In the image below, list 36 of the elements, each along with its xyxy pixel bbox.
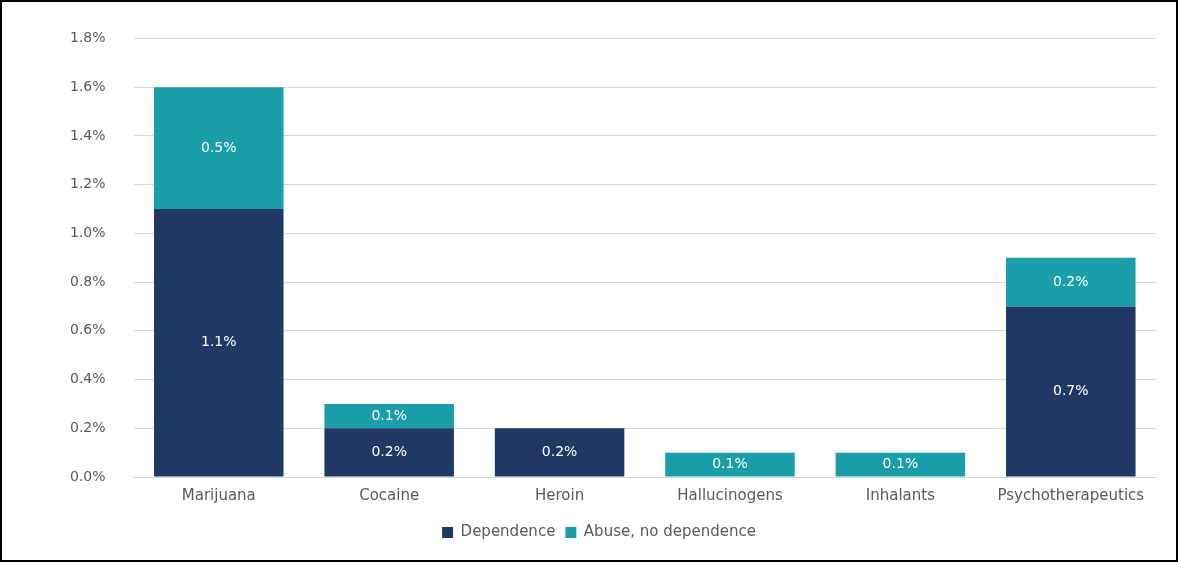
bar [494,428,625,477]
bar [154,87,284,209]
data-label: 0.2% [541,443,578,460]
y-tick-label: 1.0% [69,223,106,240]
x-tick-label: Marijuana [181,485,256,504]
x-tick-label: Psychotherapeutics [997,485,1145,504]
y-tick-label: 1.4% [69,126,106,143]
bar [154,208,284,477]
data-label: 0.2% [1053,272,1089,289]
bar [324,428,454,477]
x-tick-label: Hallucinogens [677,485,783,504]
y-tick-label: 0.2% [69,418,106,435]
bar [324,403,454,429]
data-label: 1.1% [200,333,237,350]
bar [835,452,966,477]
legend-label: Dependence [460,522,556,541]
data-label: 0.2% [371,443,407,460]
y-tick-label: 1.6% [69,77,106,94]
bar [1006,306,1136,477]
y-tick-label: 0.8% [69,272,106,289]
x-tick-label: Heroin [534,485,585,504]
x-tick-label: Cocaine [359,485,420,504]
data-label: 0.1% [371,406,407,423]
bar [1006,257,1136,307]
y-tick-label: 0.0% [69,467,106,484]
x-tick-label: Inhalants [865,485,936,504]
data-label: 0.1% [712,455,748,472]
y-tick-label: 0.4% [69,370,106,387]
bar [665,452,795,477]
y-tick-label: 1.8% [69,29,106,46]
data-label: 0.7% [1053,382,1089,399]
y-tick-label: 0.6% [69,321,106,338]
y-tick-label: 1.2% [69,175,106,192]
data-label: 0.5% [200,138,237,155]
legend-label: Abuse, no dependence [583,522,756,541]
data-label: 0.1% [882,455,919,472]
